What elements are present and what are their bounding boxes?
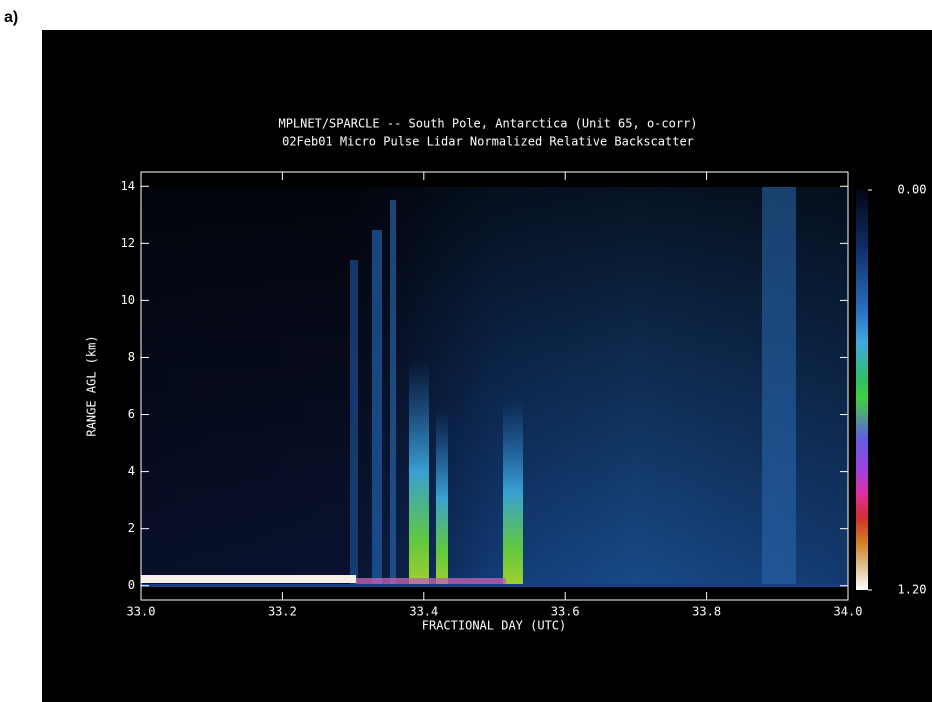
colorbar-tick-label: 0.00 xyxy=(898,183,927,197)
x-axis-label: FRACTIONAL DAY (UTC) xyxy=(422,619,567,633)
heatmap-field xyxy=(141,187,848,587)
panel-label: a) xyxy=(4,9,18,26)
y-tick-label: 12 xyxy=(121,236,135,250)
x-tick-label: 33.0 xyxy=(127,605,156,619)
x-tick-label: 33.8 xyxy=(692,605,721,619)
x-tick-label: 34.0 xyxy=(834,605,863,619)
y-axis-label: RANGE AGL (km) xyxy=(85,335,99,436)
chart-subtitle: 02Feb01 Micro Pulse Lidar Normalized Rel… xyxy=(282,135,694,149)
y-tick-label: 4 xyxy=(128,464,135,478)
y-tick-label: 2 xyxy=(128,521,135,535)
plot-frame xyxy=(140,171,849,601)
x-tick-label: 33.6 xyxy=(551,605,580,619)
chart-title: MPLNET/SPARCLE -- South Pole, Antarctica… xyxy=(278,117,697,131)
x-tick-label: 33.4 xyxy=(409,605,438,619)
colorbar-tick-label: 1.20 xyxy=(898,583,927,597)
x-tick-label: 33.2 xyxy=(268,605,297,619)
y-tick-label: 0 xyxy=(128,578,135,592)
y-tick-label: 8 xyxy=(128,350,135,364)
y-tick-label: 14 xyxy=(121,179,135,193)
y-tick-label: 6 xyxy=(128,407,135,421)
y-tick-label: 10 xyxy=(121,293,135,307)
colorbar xyxy=(856,190,868,590)
